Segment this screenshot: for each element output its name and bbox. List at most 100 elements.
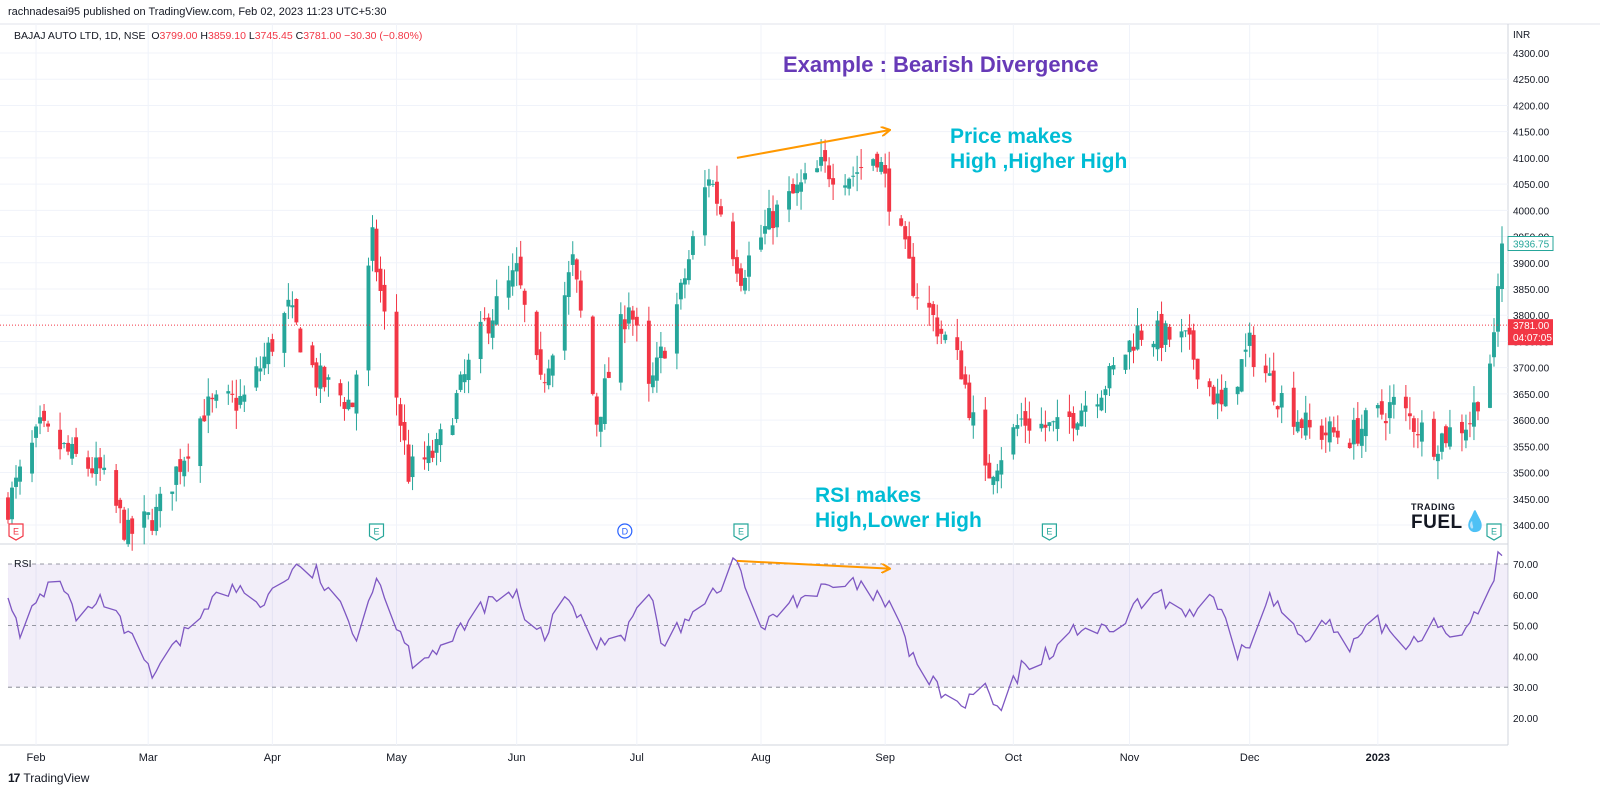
time-axis-tick-label: Jun [508, 752, 526, 764]
candle [314, 357, 319, 396]
candle [787, 176, 791, 223]
candle-body [102, 467, 107, 470]
candle-body [815, 168, 820, 173]
candle-body [286, 299, 291, 307]
candle [630, 305, 635, 336]
candle [1347, 438, 1352, 449]
candle [1239, 359, 1244, 393]
candle-body [1299, 419, 1304, 428]
candle [999, 447, 1004, 489]
candle-body [1167, 326, 1172, 340]
candle-body [903, 226, 908, 240]
candle [859, 149, 864, 180]
candle [662, 347, 667, 359]
candle [1472, 386, 1476, 441]
candle [30, 430, 34, 483]
candle [1079, 403, 1084, 427]
candle-body [767, 208, 771, 230]
candle [234, 379, 239, 429]
candle-body [150, 520, 155, 531]
candle-body [795, 184, 800, 194]
candle-body [198, 418, 203, 467]
candle-body [1411, 418, 1416, 432]
candle-body [382, 284, 387, 312]
candle [1327, 416, 1332, 452]
candle [538, 331, 543, 380]
candle-body [1347, 442, 1352, 448]
candle [686, 250, 691, 285]
candle [1095, 393, 1100, 419]
candle-body [1043, 424, 1048, 428]
earnings-marker-bg [733, 523, 749, 541]
candle [1492, 318, 1496, 367]
candle [1443, 424, 1448, 448]
price-axis-currency: INR [1513, 30, 1530, 41]
candle [907, 221, 912, 259]
candle [634, 307, 639, 342]
candle-body [1027, 418, 1032, 431]
tradingview-logo-icon: 17 [8, 771, 20, 785]
candle-body [562, 295, 567, 351]
candle-body [991, 476, 996, 485]
trading-fuel-watermark: TRADING FUEL💧 [1411, 503, 1488, 533]
candle-body [322, 366, 327, 388]
candle [178, 448, 183, 485]
candle [831, 163, 836, 201]
candle [1411, 415, 1416, 448]
candle-body [1235, 386, 1240, 395]
candle [18, 459, 22, 495]
last-price-tag-value: 3781.00 [1513, 321, 1550, 332]
candle-body [1279, 393, 1284, 408]
candle [1099, 390, 1104, 412]
candle [1067, 394, 1072, 434]
candle [290, 291, 295, 319]
candle-body [30, 442, 34, 474]
candle [967, 374, 972, 421]
candle [1083, 390, 1088, 427]
candle-body [851, 175, 856, 177]
candle-body [186, 456, 191, 459]
candle [490, 309, 495, 350]
candle-body [1015, 425, 1020, 429]
candle-body [1215, 393, 1220, 404]
price-higher-high-arrow [736, 130, 889, 159]
candle [458, 371, 463, 393]
candle [1459, 414, 1464, 452]
candle [1251, 326, 1256, 377]
candle [855, 155, 860, 192]
candle-body [935, 317, 940, 337]
close-value: 3781.00 [303, 30, 342, 42]
candle-body [510, 270, 515, 287]
candle [1019, 402, 1024, 427]
candle-body [1492, 332, 1496, 358]
candle [943, 331, 948, 344]
price-axis-tick-label: 4250.00 [1513, 75, 1550, 86]
candle-body [646, 320, 651, 384]
price-axis-tick-label: 3400.00 [1513, 521, 1550, 532]
candle [506, 265, 511, 310]
candle [1263, 353, 1268, 383]
time-axis-tick-label: 2023 [1366, 752, 1390, 764]
candle-body [294, 299, 299, 323]
candle [1323, 417, 1328, 453]
candle-body [1047, 422, 1052, 426]
candle [1299, 417, 1304, 439]
candle [594, 392, 599, 437]
candle [174, 466, 179, 502]
candle [546, 359, 551, 390]
candle [518, 240, 523, 289]
candle-body [266, 342, 271, 365]
candle [1111, 357, 1116, 376]
price-axis-tick-label: 3550.00 [1513, 442, 1550, 453]
candle-body [630, 310, 635, 320]
candle [478, 311, 483, 374]
candle-body [1123, 354, 1128, 370]
candle-body [546, 368, 551, 386]
candle-body [438, 429, 443, 446]
candle [282, 311, 287, 368]
candle [815, 160, 820, 173]
candle [270, 333, 275, 357]
current-price-tag-value: 3936.75 [1513, 240, 1550, 251]
